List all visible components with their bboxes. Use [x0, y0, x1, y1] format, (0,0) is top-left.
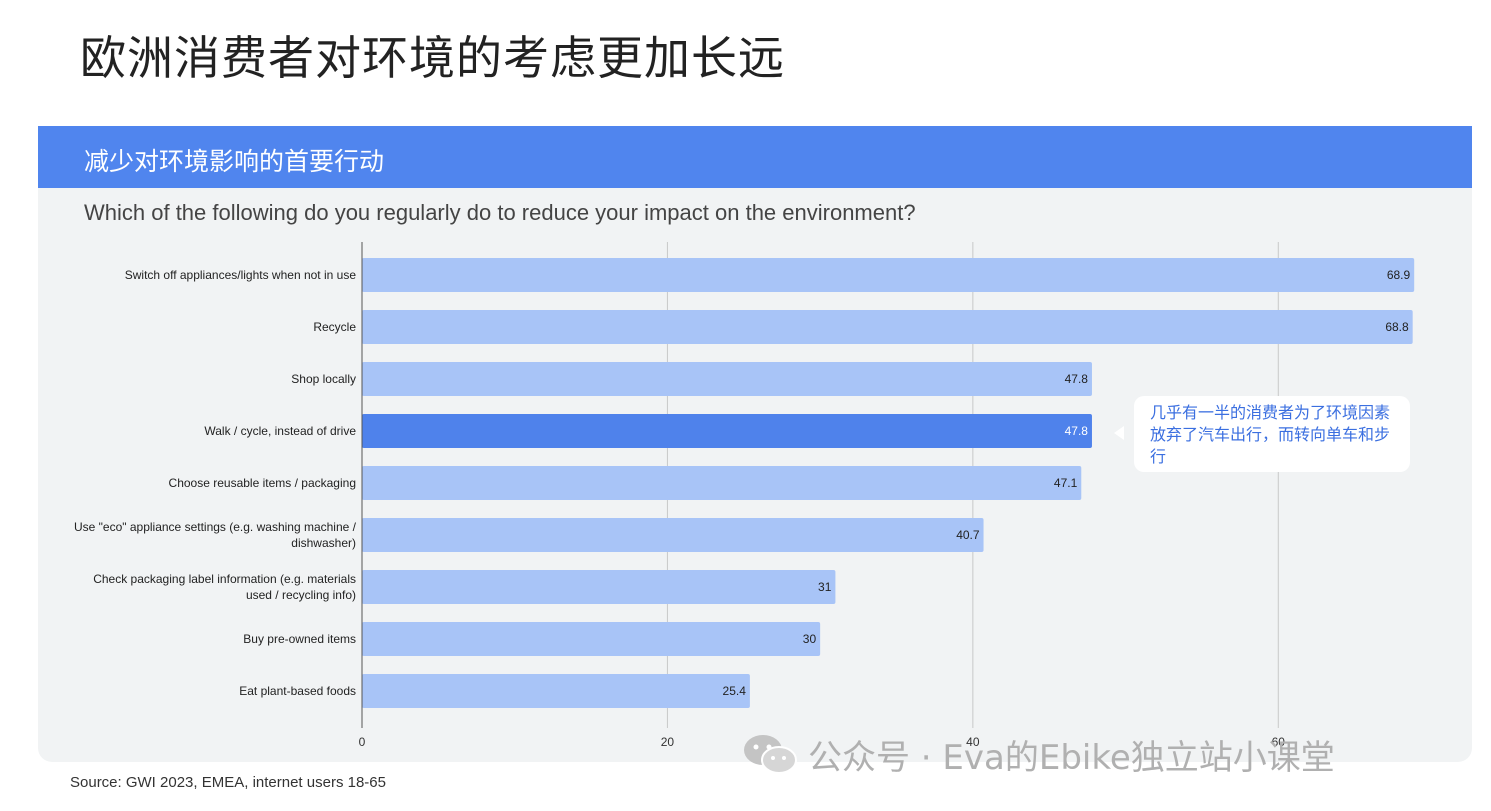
- bar: [362, 310, 1413, 344]
- panel-header: 减少对环境影响的首要行动: [38, 126, 1472, 188]
- watermark: 公众号 · Eva的Ebike独立站小课堂: [742, 732, 1335, 778]
- category-label: Check packaging label information (e.g. …: [93, 572, 356, 602]
- x-tick-label: 0: [359, 735, 366, 749]
- data-label: 68.8: [1385, 320, 1409, 334]
- data-label: 30: [803, 632, 817, 646]
- data-label: 25.4: [723, 684, 747, 698]
- bar: [362, 414, 1092, 448]
- category-label: Eat plant-based foods: [239, 684, 356, 698]
- category-label: Shop locally: [291, 372, 356, 386]
- bar: [362, 466, 1082, 500]
- data-label: 47.8: [1065, 424, 1089, 438]
- category-label: Use "eco" appliance settings (e.g. washi…: [74, 520, 357, 550]
- callout-pointer: [1114, 426, 1124, 440]
- wechat-icon: [744, 735, 797, 774]
- slide-title: 欧洲消费者对环境的考虑更加长远: [80, 31, 785, 85]
- data-label: 68.9: [1387, 268, 1411, 282]
- callout-box: 几乎有一半的消费者为了环境因素放弃了汽车出行，而转向单车和步行: [1134, 396, 1410, 472]
- data-label: 31: [818, 580, 832, 594]
- panel-title: 减少对环境影响的首要行动: [84, 147, 385, 176]
- bar: [362, 570, 836, 604]
- data-label: 47.1: [1054, 476, 1078, 490]
- bar: [362, 258, 1415, 292]
- category-label: Walk / cycle, instead of drive: [204, 424, 356, 438]
- x-tick-label: 20: [661, 735, 675, 749]
- bar: [362, 674, 750, 708]
- bar: [362, 518, 984, 552]
- category-label: Choose reusable items / packaging: [169, 476, 356, 490]
- x-tick-label: 60: [1272, 735, 1286, 749]
- data-label: 47.8: [1065, 372, 1089, 386]
- callout-text: 几乎有一半的消费者为了环境因素放弃了汽车出行，而转向单车和步行: [1150, 403, 1391, 466]
- category-label: Buy pre-owned items: [243, 632, 356, 646]
- source-note: Source: GWI 2023, EMEA, internet users 1…: [70, 774, 386, 791]
- category-label: Recycle: [313, 320, 356, 334]
- watermark-text: 公众号 · Eva的Ebike独立站小课堂: [808, 737, 1335, 778]
- category-label: Switch off appliances/lights when not in…: [125, 268, 357, 282]
- data-label: 40.7: [956, 528, 980, 542]
- x-tick-label: 40: [966, 735, 980, 749]
- bar: [362, 362, 1092, 396]
- bar: [362, 622, 821, 656]
- chart-question: Which of the following do you regularly …: [84, 200, 916, 225]
